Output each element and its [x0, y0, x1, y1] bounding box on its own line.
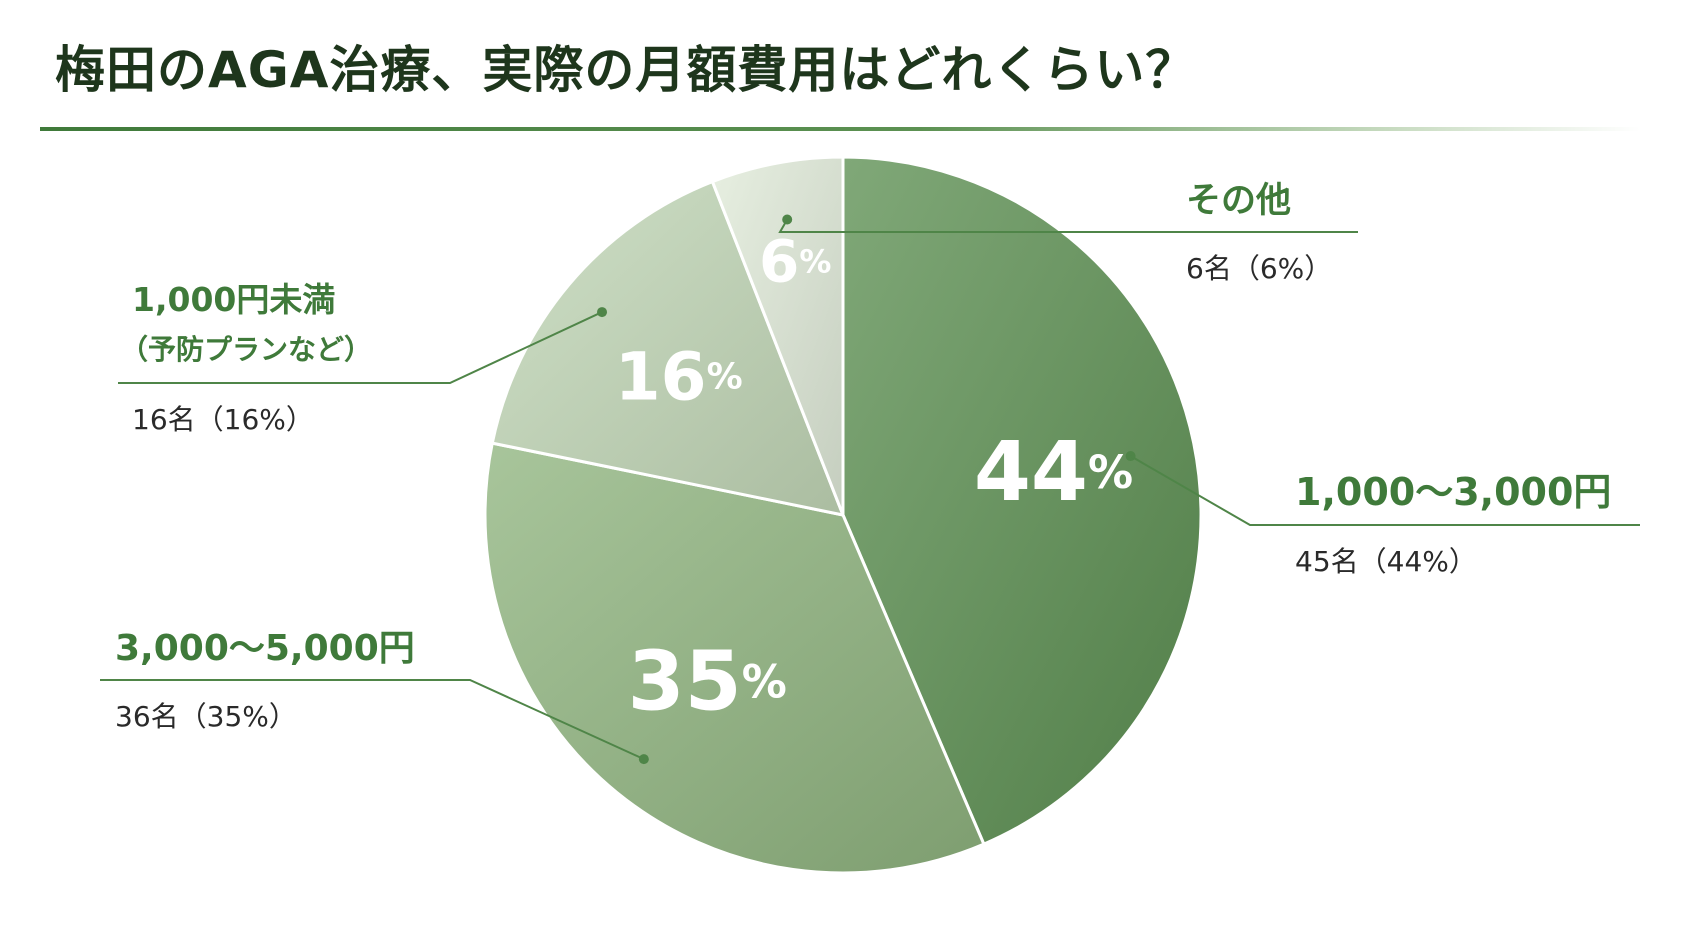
pie-slice-3-000-5-000 — [483, 441, 986, 875]
callout-leader-1-000-3-000 — [1130, 455, 1640, 526]
slice-percent-item: 6% — [759, 228, 831, 296]
title-rule — [40, 127, 1640, 131]
callout-leader-3-000-5-000 — [100, 679, 645, 761]
pie-slice-1-000-3-000 — [841, 155, 1203, 846]
pie-slice-item — [710, 155, 845, 517]
slice-percent-3-000-5-000: 35% — [628, 634, 787, 729]
callout-label-1-000: 1,000円未満 — [132, 280, 335, 319]
callout-label-3-000-5-000: 3,000〜5,000円 — [115, 628, 415, 669]
callout-sublabel-1-000: （予防プランなど） — [120, 333, 372, 366]
callout-label-item: その他 — [1186, 181, 1291, 221]
pie-slice-1-000 — [490, 180, 845, 517]
callout-leader-item — [778, 219, 1358, 233]
page-title: 梅田のAGA治療、実際の月額費用はどれくらい？ — [55, 41, 1197, 99]
callout-detail-item: 6名（6%） — [1186, 252, 1332, 285]
slice-percent-1-000: 16% — [615, 338, 743, 415]
callout-leader-1-000 — [118, 311, 603, 384]
callout-label-1-000-3-000: 1,000〜3,000円 — [1295, 470, 1611, 514]
slice-percent-1-000-3-000: 44% — [974, 424, 1133, 519]
callout-detail-3-000-5-000: 36名（35%） — [115, 700, 297, 733]
callout-detail-1-000-3-000: 45名（44%） — [1295, 545, 1477, 578]
callout-detail-1-000: 16名（16%） — [132, 403, 314, 436]
